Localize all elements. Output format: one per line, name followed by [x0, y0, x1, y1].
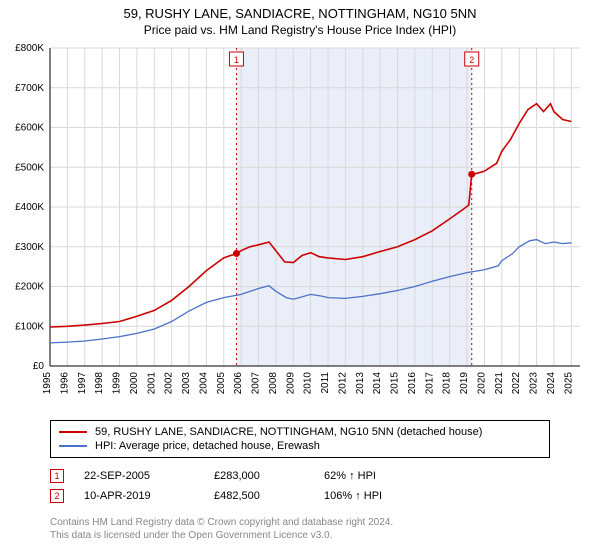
chart-container: 59, RUSHY LANE, SANDIACRE, NOTTINGHAM, N… [0, 0, 600, 560]
sale-price: £283,000 [214, 470, 324, 482]
svg-text:2006: 2006 [233, 372, 244, 395]
svg-text:£700K: £700K [15, 83, 44, 94]
svg-text:£100K: £100K [15, 321, 44, 332]
svg-text:1999: 1999 [112, 372, 123, 395]
svg-text:2014: 2014 [372, 372, 383, 395]
svg-text:2000: 2000 [129, 372, 140, 395]
svg-text:1995: 1995 [42, 372, 53, 395]
svg-text:2004: 2004 [198, 372, 209, 395]
svg-text:2021: 2021 [494, 372, 505, 395]
svg-text:2020: 2020 [476, 372, 487, 395]
svg-text:2003: 2003 [181, 372, 192, 395]
svg-text:2010: 2010 [303, 372, 314, 395]
attribution-line1: Contains HM Land Registry data © Crown c… [50, 516, 393, 529]
attribution-line2: This data is licensed under the Open Gov… [50, 529, 393, 542]
legend-row: 59, RUSHY LANE, SANDIACRE, NOTTINGHAM, N… [59, 425, 541, 439]
svg-text:2023: 2023 [529, 372, 540, 395]
svg-text:2001: 2001 [146, 372, 157, 395]
legend-swatch-property [59, 431, 87, 433]
svg-text:2012: 2012 [337, 372, 348, 395]
sale-marker-row: 1 22-SEP-2005 £283,000 62% ↑ HPI [50, 466, 444, 486]
legend-box: 59, RUSHY LANE, SANDIACRE, NOTTINGHAM, N… [50, 420, 550, 458]
svg-text:2015: 2015 [390, 372, 401, 395]
sale-markers-table: 1 22-SEP-2005 £283,000 62% ↑ HPI 2 10-AP… [50, 466, 444, 506]
sale-marker-badge-1: 1 [50, 469, 64, 483]
sale-marker-row: 2 10-APR-2019 £482,500 106% ↑ HPI [50, 486, 444, 506]
legend-row: HPI: Average price, detached house, Erew… [59, 439, 541, 453]
svg-text:£400K: £400K [15, 202, 44, 213]
title-address: 59, RUSHY LANE, SANDIACRE, NOTTINGHAM, N… [0, 0, 600, 21]
sale-marker-badge-2: 2 [50, 489, 64, 503]
svg-text:2013: 2013 [355, 372, 366, 395]
svg-text:£0: £0 [33, 361, 45, 372]
svg-text:2025: 2025 [563, 372, 574, 395]
svg-text:1998: 1998 [94, 372, 105, 395]
title-subtitle: Price paid vs. HM Land Registry's House … [0, 21, 600, 43]
svg-text:2007: 2007 [251, 372, 262, 395]
svg-text:2017: 2017 [424, 372, 435, 395]
svg-text:2019: 2019 [459, 372, 470, 395]
svg-text:1996: 1996 [59, 372, 70, 395]
svg-text:£800K: £800K [15, 43, 44, 54]
svg-text:2018: 2018 [442, 372, 453, 395]
svg-text:2008: 2008 [268, 372, 279, 395]
svg-text:£300K: £300K [15, 242, 44, 253]
line-chart-svg: £0 £100K £200K £300K £400K £500K £600K £700K £80… [0, 42, 600, 412]
svg-text:1997: 1997 [77, 372, 88, 395]
sale-price: £482,500 [214, 490, 324, 502]
sale-pct-vs-hpi: 106% ↑ HPI [324, 490, 444, 502]
svg-text:2011: 2011 [320, 372, 331, 394]
sale-date: 22-SEP-2005 [84, 470, 214, 482]
svg-text:2009: 2009 [285, 372, 296, 395]
sale-date: 10-APR-2019 [84, 490, 214, 502]
svg-text:£200K: £200K [15, 282, 44, 293]
attribution-text: Contains HM Land Registry data © Crown c… [50, 516, 393, 542]
svg-text:£500K: £500K [15, 162, 44, 173]
svg-text:2002: 2002 [164, 372, 175, 395]
legend-swatch-hpi [59, 445, 87, 447]
legend-label-hpi: HPI: Average price, detached house, Erew… [95, 440, 320, 452]
chart-area: £0 £100K £200K £300K £400K £500K £600K £700K £80… [0, 42, 600, 412]
svg-text:2024: 2024 [546, 372, 557, 395]
sale-pct-vs-hpi: 62% ↑ HPI [324, 470, 444, 482]
svg-text:2005: 2005 [216, 372, 227, 395]
svg-text:2022: 2022 [511, 372, 522, 395]
legend-label-property: 59, RUSHY LANE, SANDIACRE, NOTTINGHAM, N… [95, 426, 482, 438]
svg-text:£600K: £600K [15, 123, 44, 134]
svg-text:2016: 2016 [407, 372, 418, 395]
svg-text:2: 2 [469, 55, 474, 65]
svg-text:1: 1 [234, 55, 239, 65]
